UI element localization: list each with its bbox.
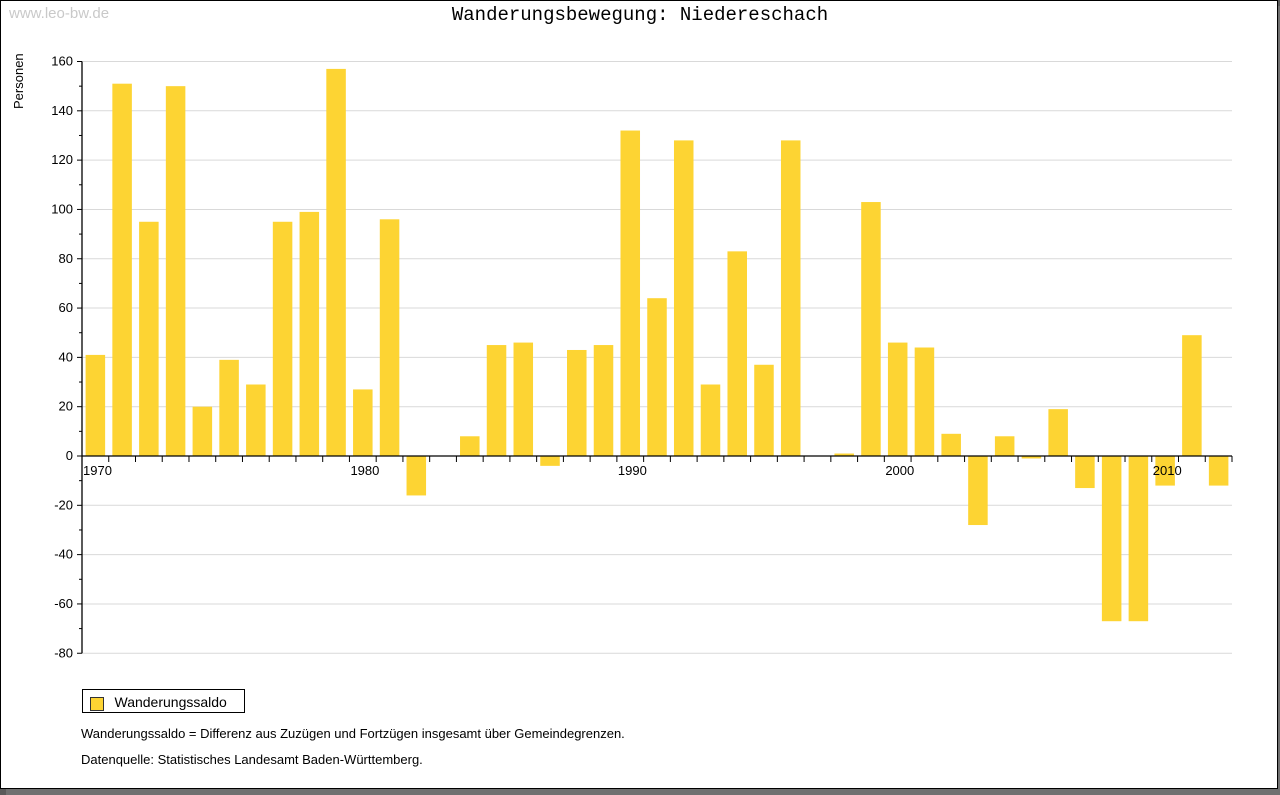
- svg-text:1980: 1980: [350, 463, 379, 478]
- svg-text:80: 80: [59, 251, 73, 266]
- svg-text:-20: -20: [54, 497, 73, 512]
- svg-text:40: 40: [59, 349, 73, 364]
- svg-text:20: 20: [59, 399, 73, 414]
- svg-text:160: 160: [51, 54, 73, 69]
- svg-text:140: 140: [51, 103, 73, 118]
- svg-text:1990: 1990: [618, 463, 647, 478]
- svg-text:0: 0: [66, 448, 73, 463]
- svg-text:-60: -60: [54, 596, 73, 611]
- svg-text:1970: 1970: [83, 463, 112, 478]
- svg-text:60: 60: [59, 300, 73, 315]
- svg-text:120: 120: [51, 152, 73, 167]
- svg-text:100: 100: [51, 201, 73, 216]
- svg-text:-80: -80: [54, 645, 73, 660]
- svg-text:2000: 2000: [885, 463, 914, 478]
- svg-text:-40: -40: [54, 547, 73, 562]
- svg-text:2010: 2010: [1153, 463, 1182, 478]
